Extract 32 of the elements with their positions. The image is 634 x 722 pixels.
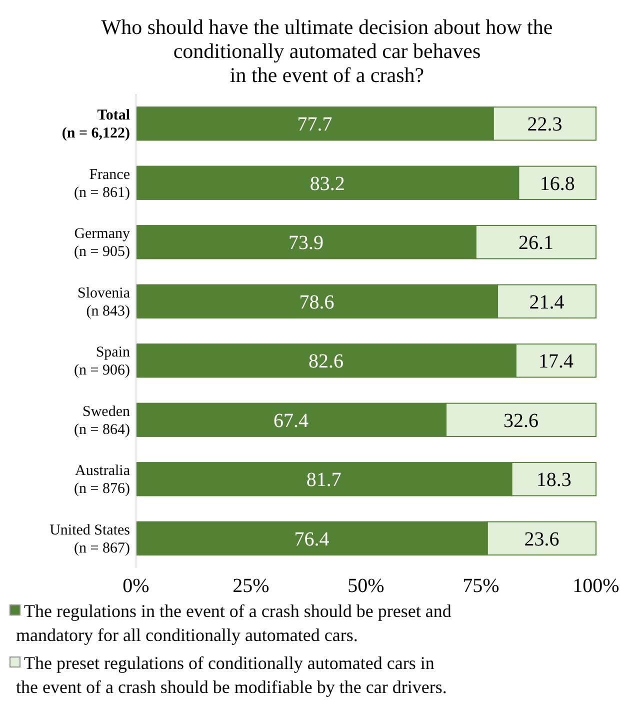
x-tick-label: 0% bbox=[122, 575, 150, 597]
x-tick-label: 75% bbox=[462, 575, 500, 597]
x-tick-label: 100% bbox=[572, 575, 620, 597]
data-label: 67.4 bbox=[274, 410, 309, 432]
data-label: 83.2 bbox=[310, 172, 345, 195]
y-tick-label: Germany (n = 905) bbox=[74, 226, 130, 260]
data-label: 16.8 bbox=[540, 172, 575, 195]
y-tick-label: Spain (n = 906) bbox=[74, 344, 130, 379]
y-tick-label: Sweden (n = 864) bbox=[74, 404, 130, 438]
y-tick-label: United States (n = 867) bbox=[50, 522, 130, 556]
y-tick-label: France (n = 861) bbox=[74, 166, 130, 201]
legend-label: The preset regulations of conditionally automated cars in the event of a crash should be modifiable by the car drivers. bbox=[16, 653, 447, 697]
data-label: 18.3 bbox=[536, 469, 572, 492]
data-label: 77.7 bbox=[297, 114, 332, 136]
data-label: 73.9 bbox=[288, 232, 324, 254]
x-tick-label: 25% bbox=[232, 575, 270, 597]
data-label: 21.4 bbox=[529, 291, 564, 314]
data-label: 81.7 bbox=[306, 469, 342, 492]
y-tick-label: Slovenia (n 843) bbox=[78, 285, 130, 320]
data-label: 32.6 bbox=[504, 410, 539, 432]
data-label: 23.6 bbox=[524, 528, 560, 550]
data-label: 78.6 bbox=[299, 291, 334, 314]
y-tick-label: Total (n = 6,122) bbox=[62, 108, 130, 142]
y-tick-label: Australia (n = 876) bbox=[74, 463, 130, 498]
data-label: 22.3 bbox=[527, 114, 562, 136]
data-label: 82.6 bbox=[308, 350, 344, 373]
data-label: 26.1 bbox=[518, 232, 554, 254]
x-tick-label: 50% bbox=[348, 575, 384, 597]
data-label: 76.4 bbox=[294, 528, 330, 550]
data-label: 17.4 bbox=[538, 350, 574, 373]
chart-title: Who should have the ultimate decision about how the conditionally automated car behaves in the event of a crash? bbox=[101, 15, 553, 87]
text: The regulations in the event of a crash should be preset and mandatory for all conditionally automated cars. bbox=[16, 601, 452, 645]
